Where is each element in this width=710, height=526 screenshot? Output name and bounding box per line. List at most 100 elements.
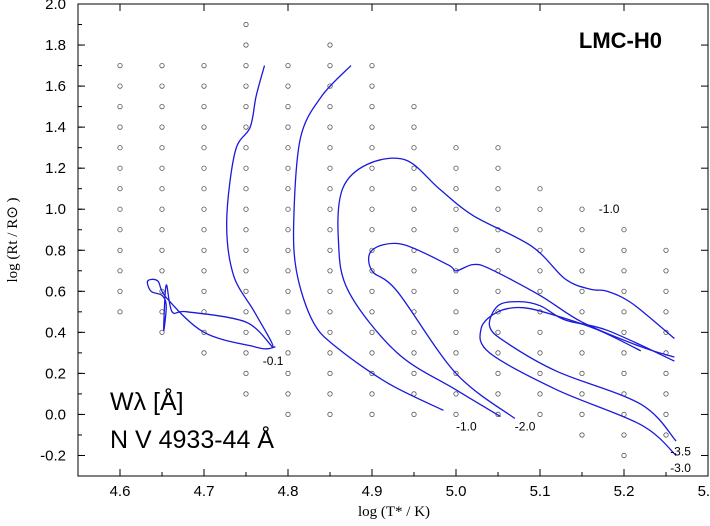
model-point: [369, 309, 375, 315]
model-point: [369, 145, 375, 151]
model-point: [285, 411, 291, 417]
y-axis-label: log (Rt / R⊙ ): [5, 197, 21, 282]
contour-line-6: [479, 306, 677, 456]
model-point: [243, 62, 249, 69]
model-point: [369, 206, 375, 212]
model-point: [159, 247, 165, 253]
model-point: [495, 350, 501, 356]
model-point: [453, 288, 459, 294]
model-point: [285, 350, 291, 356]
model-point: [327, 411, 333, 417]
model-point: [579, 206, 585, 212]
x-tick-label: 5.0: [446, 483, 467, 500]
model-point: [285, 268, 291, 274]
model-point: [537, 288, 543, 294]
model-point: [621, 268, 627, 274]
model-point: [285, 62, 291, 69]
model-point: [243, 329, 249, 335]
model-point: [159, 268, 165, 274]
model-point: [621, 350, 627, 356]
model-point: [621, 432, 627, 438]
contour-label: -3.5: [670, 444, 691, 458]
model-point: [327, 165, 333, 171]
model-point: [495, 247, 501, 253]
model-point: [201, 104, 207, 110]
model-point: [327, 391, 333, 397]
model-point: [285, 247, 291, 253]
model-point: [117, 145, 123, 151]
model-point: [453, 227, 459, 233]
model-point: [285, 124, 291, 130]
model-point: [537, 350, 543, 356]
model-point: [327, 145, 333, 151]
contour-line-4: [367, 242, 675, 420]
model-point: [117, 104, 123, 110]
model-point: [243, 206, 249, 212]
model-point: [327, 350, 333, 356]
model-point: [621, 227, 627, 233]
model-point: [327, 62, 333, 69]
model-point: [243, 21, 249, 28]
y-tick-label: 2.0: [45, 0, 66, 13]
y-tick-label: 1.6: [45, 78, 66, 95]
model-point: [327, 227, 333, 233]
model-point: [453, 411, 459, 417]
model-point: [579, 370, 585, 376]
model-point: [243, 227, 249, 233]
y-tick-label: 1.8: [45, 37, 66, 54]
model-point: [579, 227, 585, 233]
model-point: [537, 370, 543, 376]
model-point: [159, 227, 165, 233]
model-point: [285, 206, 291, 212]
contour-label: -2.0: [515, 420, 536, 434]
model-point: [411, 186, 417, 192]
model-point: [243, 42, 249, 48]
tick-labels: 4.6 4.7 4.8 4.9 5.0 5.1 5.2 5.3 -0.2 0.0 0.2 0.4 0.6…: [40, 0, 710, 500]
model-point: [495, 329, 501, 335]
model-point: [159, 62, 165, 69]
model-point: [285, 391, 291, 397]
model-point: [495, 288, 501, 294]
model-point: [327, 83, 333, 89]
model-point: [495, 309, 501, 315]
model-point: [285, 186, 291, 192]
model-point: [411, 329, 417, 335]
y-tick-label: 0.6: [45, 283, 66, 300]
model-point: [495, 391, 501, 397]
model-point: [285, 104, 291, 110]
model-point: [117, 165, 123, 171]
model-point: [453, 186, 459, 192]
model-point: [369, 83, 375, 89]
model-point: [663, 411, 669, 417]
x-tick-label: 5.2: [614, 483, 635, 500]
chart-title: LMC-H0: [579, 28, 662, 53]
model-point: [537, 206, 543, 212]
contour-line-3: [337, 157, 675, 418]
x-tick-label: 5.1: [530, 483, 551, 500]
plot-frame: [77, 3, 709, 477]
model-point: [117, 227, 123, 233]
model-point: [411, 124, 417, 130]
model-point: [579, 350, 585, 356]
model-point: [621, 329, 627, 335]
x-tick-label: 4.8: [278, 483, 299, 500]
contour-labels: -0.1 -1.0 -2.0 -1.0 -3.5 -3.0: [263, 202, 691, 475]
model-point: [663, 432, 669, 438]
model-point: [495, 370, 501, 376]
model-point: [411, 104, 417, 110]
model-point: [369, 329, 375, 335]
model-point: [201, 227, 207, 233]
model-point: [243, 124, 249, 130]
model-point: [327, 370, 333, 376]
model-point: [369, 62, 375, 69]
model-point: [285, 288, 291, 294]
model-point: [663, 268, 669, 274]
model-point: [411, 288, 417, 294]
model-point: [411, 268, 417, 274]
model-point: [621, 309, 627, 315]
model-point: [453, 145, 459, 151]
model-point: [327, 247, 333, 253]
model-point: [579, 309, 585, 315]
model-point: [201, 124, 207, 130]
model-point: [201, 165, 207, 171]
